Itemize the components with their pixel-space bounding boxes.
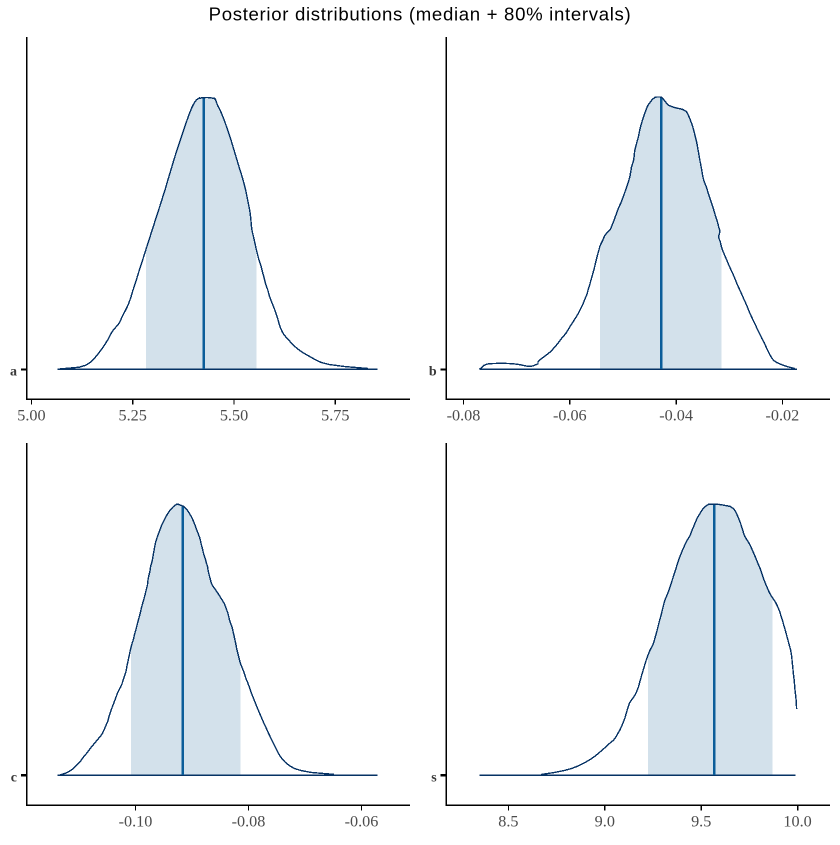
svg-text:9.5: 9.5: [691, 813, 711, 831]
svg-text:c: c: [11, 771, 17, 786]
svg-text:-0.02: -0.02: [766, 407, 800, 425]
svg-text:8.5: 8.5: [498, 813, 518, 831]
svg-text:-0.04: -0.04: [659, 407, 693, 425]
svg-text:s: s: [431, 771, 437, 786]
svg-text:5.25: 5.25: [119, 407, 147, 425]
svg-text:-0.06: -0.06: [553, 407, 587, 425]
svg-text:Posterior distributions (media: Posterior distributions (median + 80% in…: [209, 3, 632, 24]
svg-text:10.0: 10.0: [783, 813, 811, 831]
svg-text:-0.10: -0.10: [119, 813, 153, 831]
svg-text:-0.08: -0.08: [232, 813, 266, 831]
svg-text:-0.06: -0.06: [345, 813, 379, 831]
svg-text:-0.08: -0.08: [447, 407, 481, 425]
svg-text:b: b: [429, 365, 437, 380]
svg-text:5.75: 5.75: [321, 407, 349, 425]
svg-text:5.50: 5.50: [220, 407, 248, 425]
svg-text:5.00: 5.00: [17, 407, 45, 425]
svg-text:a: a: [10, 365, 17, 380]
svg-text:9.0: 9.0: [595, 813, 615, 831]
